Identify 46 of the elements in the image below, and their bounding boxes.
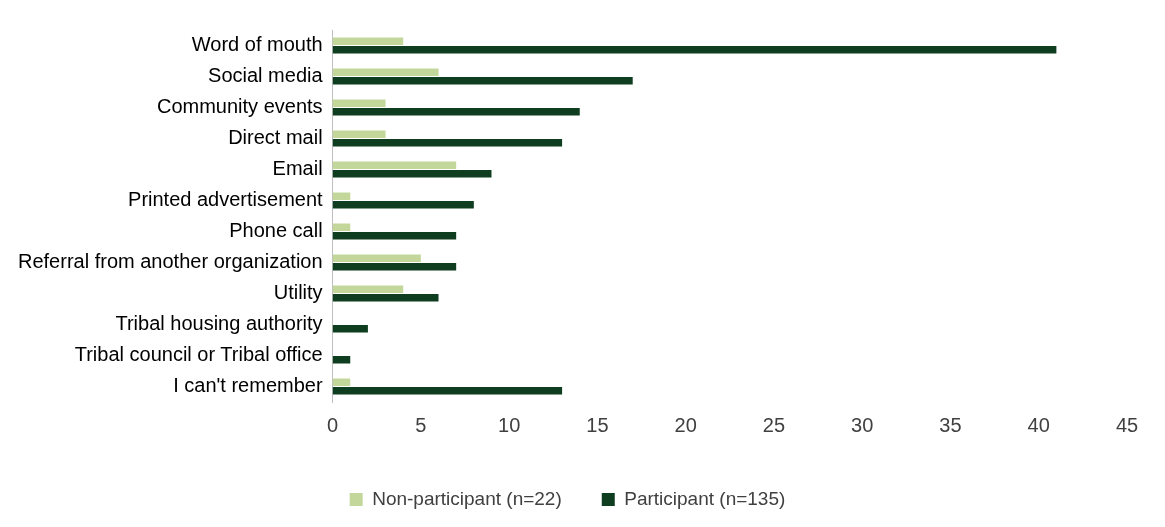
y-tick-label: Community events — [156, 95, 323, 118]
bar — [332, 99, 386, 108]
bar — [332, 200, 474, 209]
bar — [332, 355, 351, 364]
bar — [332, 386, 563, 395]
bar — [332, 378, 351, 387]
bar — [332, 285, 404, 294]
x-tick-label: 35 — [939, 413, 962, 436]
y-tick-label: Phone call — [229, 219, 323, 242]
bar — [332, 293, 439, 302]
bar — [332, 262, 457, 271]
y-tick-label: Printed advertisement — [128, 188, 324, 211]
y-tick-label: Tribal housing authority — [115, 312, 323, 335]
legend-label: Participant (n=135) — [624, 487, 786, 509]
bar — [332, 130, 386, 139]
x-tick-label: 40 — [1027, 413, 1050, 436]
bar — [332, 231, 457, 240]
y-tick-label: Utility — [273, 281, 323, 304]
y-tick-label: Direct mail — [228, 126, 323, 149]
y-tick-label: Tribal council or Tribal office — [74, 343, 323, 366]
y-tick-label: Word of mouth — [191, 33, 323, 56]
y-tick-label: Social media — [208, 64, 324, 87]
x-tick-label: 30 — [851, 413, 874, 436]
bar — [332, 223, 351, 232]
bar — [332, 254, 421, 263]
bar — [332, 192, 351, 201]
x-tick-label: 20 — [674, 413, 697, 436]
bar — [332, 37, 404, 46]
bar — [332, 169, 492, 178]
legend-label: Non-participant (n=22) — [372, 487, 562, 509]
y-tick-label: Email — [272, 157, 323, 180]
bar — [332, 324, 368, 333]
bar — [332, 107, 580, 116]
x-tick-label: 5 — [415, 413, 427, 436]
bar — [332, 45, 1057, 54]
x-tick-label: 25 — [762, 413, 786, 436]
y-tick-label: I can't remember — [173, 374, 323, 397]
bar — [332, 161, 457, 170]
x-tick-label: 15 — [586, 413, 609, 436]
x-tick-label: 0 — [327, 413, 339, 436]
bar — [332, 138, 563, 147]
y-tick-label: Referral from another organization — [17, 250, 323, 273]
x-tick-label: 10 — [498, 413, 521, 436]
bar — [332, 68, 439, 77]
x-tick-label: 45 — [1115, 413, 1139, 436]
bar — [332, 76, 633, 85]
